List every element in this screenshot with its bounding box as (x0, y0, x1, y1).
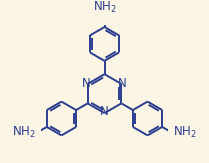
Text: N: N (100, 105, 109, 118)
Text: NH$_2$: NH$_2$ (13, 125, 36, 140)
Text: N: N (118, 77, 127, 90)
Text: NH$_2$: NH$_2$ (93, 0, 116, 15)
Text: N: N (82, 77, 91, 90)
Text: NH$_2$: NH$_2$ (173, 125, 196, 140)
